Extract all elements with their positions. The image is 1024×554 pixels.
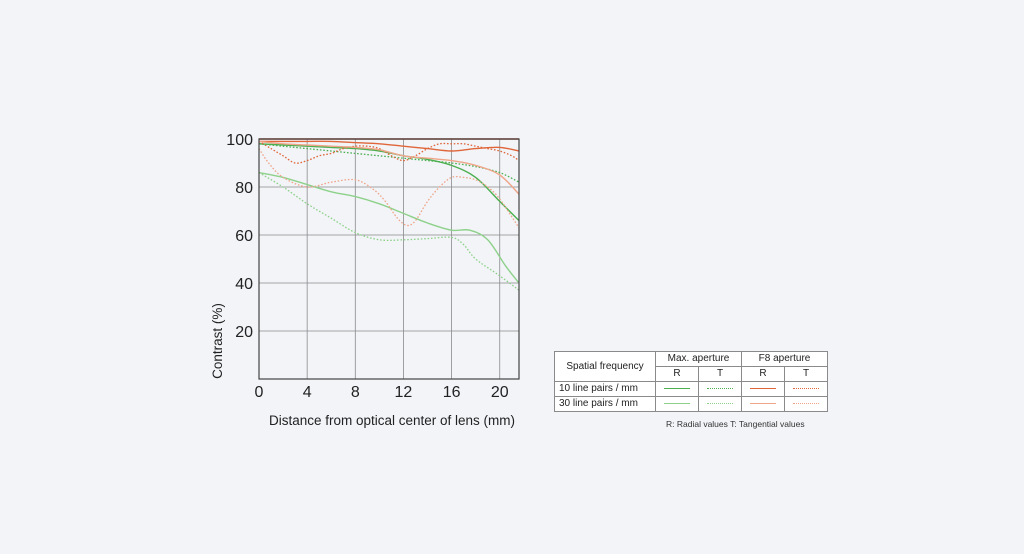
legend-col-r-f8: R bbox=[741, 366, 785, 382]
y-tick-label: 80 bbox=[235, 180, 253, 197]
x-tick-label: 4 bbox=[303, 384, 312, 401]
series-line-1 bbox=[258, 143, 520, 183]
legend-col-r-max: R bbox=[655, 366, 699, 382]
legend-swatch-line bbox=[664, 402, 690, 404]
x-tick-label: 0 bbox=[255, 384, 264, 401]
tick-labels: 0 4 8 12 16 20 20 40 60 80 100 bbox=[226, 132, 508, 401]
legend-swatch-line bbox=[664, 387, 690, 389]
series-line-3 bbox=[258, 172, 520, 291]
x-tick-label: 16 bbox=[443, 384, 461, 401]
plot-frame bbox=[258, 138, 520, 380]
x-axis-title: Distance from optical center of lens (mm… bbox=[269, 413, 515, 428]
legend-swatch-line bbox=[707, 402, 733, 404]
legend-header-f8: F8 aperture bbox=[741, 351, 828, 367]
x-tick-label: 8 bbox=[351, 384, 360, 401]
x-tick-label: 20 bbox=[491, 384, 509, 401]
y-axis-title: Contrast (%) bbox=[210, 303, 225, 379]
y-tick-label: 20 bbox=[235, 324, 253, 341]
legend-header-max: Max. aperture bbox=[655, 351, 742, 367]
chart-grid bbox=[258, 138, 519, 379]
series-line-6 bbox=[258, 140, 520, 195]
x-tick-label: 12 bbox=[395, 384, 413, 401]
legend-swatch-10-r-max bbox=[655, 381, 699, 397]
legend-row-30lp: 30 line pairs / mm bbox=[554, 396, 656, 412]
y-tick-label: 40 bbox=[235, 276, 253, 293]
legend-swatch-line bbox=[707, 387, 733, 389]
series-line-2 bbox=[258, 171, 520, 284]
y-tick-label: 100 bbox=[226, 132, 253, 149]
legend-table: Spatial frequency Max. aperture F8 apert… bbox=[554, 351, 828, 412]
chart-series-group bbox=[258, 138, 520, 291]
legend-col-t-max: T bbox=[698, 366, 742, 382]
legend-swatch-30-t-max bbox=[698, 396, 742, 412]
legend-swatch-line bbox=[793, 402, 819, 404]
legend-row-10lp: 10 line pairs / mm bbox=[554, 381, 656, 397]
y-tick-label: 60 bbox=[235, 228, 253, 245]
legend-swatch-line bbox=[750, 402, 776, 404]
series-line-7 bbox=[258, 148, 520, 229]
legend-header-spatial: Spatial frequency bbox=[554, 351, 656, 382]
legend-swatch-line bbox=[793, 387, 819, 389]
legend-swatch-30-r-max bbox=[655, 396, 699, 412]
legend-col-t-f8: T bbox=[784, 366, 828, 382]
series-line-4 bbox=[258, 140, 520, 152]
legend-swatch-10-r-f8 bbox=[741, 381, 785, 397]
legend-swatch-10-t-max bbox=[698, 381, 742, 397]
legend-swatch-30-t-f8 bbox=[784, 396, 828, 412]
legend-swatch-30-r-f8 bbox=[741, 396, 785, 412]
legend-swatch-10-t-f8 bbox=[784, 381, 828, 397]
series-line-5 bbox=[258, 140, 520, 164]
legend-note: R: Radial values T: Tangential values bbox=[666, 419, 805, 429]
legend-swatch-line bbox=[750, 387, 776, 389]
